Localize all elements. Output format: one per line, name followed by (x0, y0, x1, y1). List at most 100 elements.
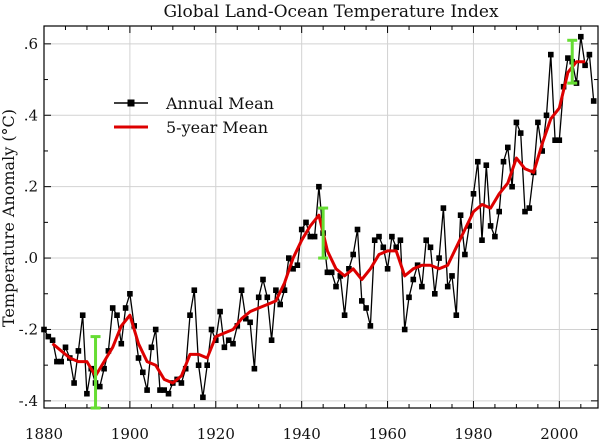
annual-mean-point (427, 244, 434, 251)
annual-mean-point (552, 137, 558, 143)
annual-mean-point (268, 337, 275, 343)
annual-mean-point (393, 244, 399, 251)
annual-mean-point (187, 312, 193, 318)
annual-mean-point (328, 269, 335, 276)
x-tick-label: 1880 (25, 425, 63, 441)
annual-mean-point (316, 183, 322, 190)
annual-mean-point (414, 262, 421, 268)
annual-mean-point (165, 390, 172, 397)
annual-mean-point (311, 233, 318, 240)
annual-mean-point (277, 301, 283, 308)
annual-mean-point (423, 237, 429, 243)
annual-mean-point (556, 137, 563, 143)
annual-mean-point (419, 283, 425, 290)
annual-mean-point (286, 255, 292, 261)
annual-mean-point (45, 333, 52, 340)
legend: Annual Mean 5-year Mean (114, 94, 274, 137)
annual-mean-point (152, 326, 159, 333)
y-tick-label: .2 (24, 178, 38, 196)
annual-mean-point (243, 315, 249, 322)
annual-mean-point (101, 365, 107, 372)
annual-mean-point (140, 369, 146, 376)
annual-mean-point (389, 233, 395, 240)
annual-mean-point (195, 362, 202, 368)
annual-mean-point (479, 237, 485, 243)
legend-annual-marker (127, 99, 135, 107)
annual-mean-point (354, 226, 361, 233)
series-layer (41, 33, 597, 401)
annual-mean-point (449, 273, 455, 279)
annual-mean-point (539, 148, 545, 154)
annual-mean-point (363, 305, 369, 311)
annual-mean-point (135, 355, 142, 361)
x-tick-label: 1900 (111, 425, 149, 441)
x-tick-label: 1980 (454, 425, 492, 441)
annual-mean-point (513, 119, 520, 126)
y-axis-title: Temperature Anomaly (°C) (0, 109, 18, 327)
chart-title: Global Land-Ocean Temperature Index (163, 2, 498, 22)
annual-mean-point (75, 348, 82, 354)
annual-mean-point (238, 287, 245, 293)
annual-mean-point (264, 294, 271, 301)
y-tick-label: .4 (24, 106, 38, 124)
tick-layer (43, 26, 598, 408)
annual-mean-point (466, 223, 472, 229)
annual-mean-point (273, 287, 279, 293)
annual-mean-point (492, 233, 498, 240)
annual-mean-point (444, 283, 451, 290)
annual-mean-point (543, 112, 550, 119)
annual-mean-point (260, 276, 266, 283)
annual-mean-point (97, 383, 103, 390)
annual-mean-point (487, 223, 494, 229)
annual-mean-point (247, 319, 253, 326)
annual-mean-point (582, 62, 588, 69)
annual-mean-point (118, 340, 125, 347)
y-tick-labels: -.4 -.2 .0 .2 .4 .6 (19, 35, 38, 410)
annual-mean-point (440, 205, 447, 211)
annual-mean-point (565, 55, 571, 61)
series-5-year-mean-line (51, 60, 586, 385)
annual-mean-point (114, 312, 120, 318)
annual-mean-point (230, 340, 236, 347)
annual-mean-point (475, 158, 481, 165)
annual-mean-point (397, 237, 404, 243)
annual-mean-point (462, 251, 468, 258)
annual-mean-point (251, 365, 258, 372)
annual-mean-point (71, 380, 77, 386)
x-tick-label: 1960 (368, 425, 406, 441)
annual-mean-point (324, 269, 331, 276)
annual-mean-point (298, 226, 305, 233)
annual-mean-point (359, 298, 365, 304)
annual-mean-point (109, 305, 116, 311)
annual-mean-point (294, 262, 301, 268)
annual-mean-point (178, 380, 185, 386)
y-tick-label: .0 (24, 249, 38, 267)
annual-mean-point (371, 237, 378, 243)
annual-mean-point (84, 390, 90, 397)
annual-mean-point (590, 98, 597, 104)
x-tick-label: 2000 (540, 425, 578, 441)
annual-mean-point (333, 283, 339, 290)
annual-mean-point (367, 323, 374, 329)
annual-mean-point (384, 266, 391, 272)
annual-mean-point (436, 255, 442, 261)
annual-mean-point (157, 387, 163, 393)
annual-mean-point (62, 344, 69, 351)
annual-mean-point (208, 326, 215, 333)
annual-mean-point (483, 162, 490, 168)
y-tick-label: -.4 (19, 392, 38, 410)
annual-mean-point (341, 312, 348, 318)
annual-mean-point (350, 251, 356, 258)
annual-mean-point (500, 158, 507, 165)
y-tick-label: -.2 (19, 320, 38, 338)
annual-mean-point (453, 312, 460, 318)
annual-mean-point (303, 219, 309, 226)
annual-mean-point (535, 119, 541, 126)
annual-mean-point (401, 326, 408, 333)
annual-mean-point (225, 337, 232, 343)
y-tick-label: .6 (24, 35, 38, 53)
annual-mean-point (410, 276, 417, 283)
annual-mean-point (49, 337, 56, 343)
